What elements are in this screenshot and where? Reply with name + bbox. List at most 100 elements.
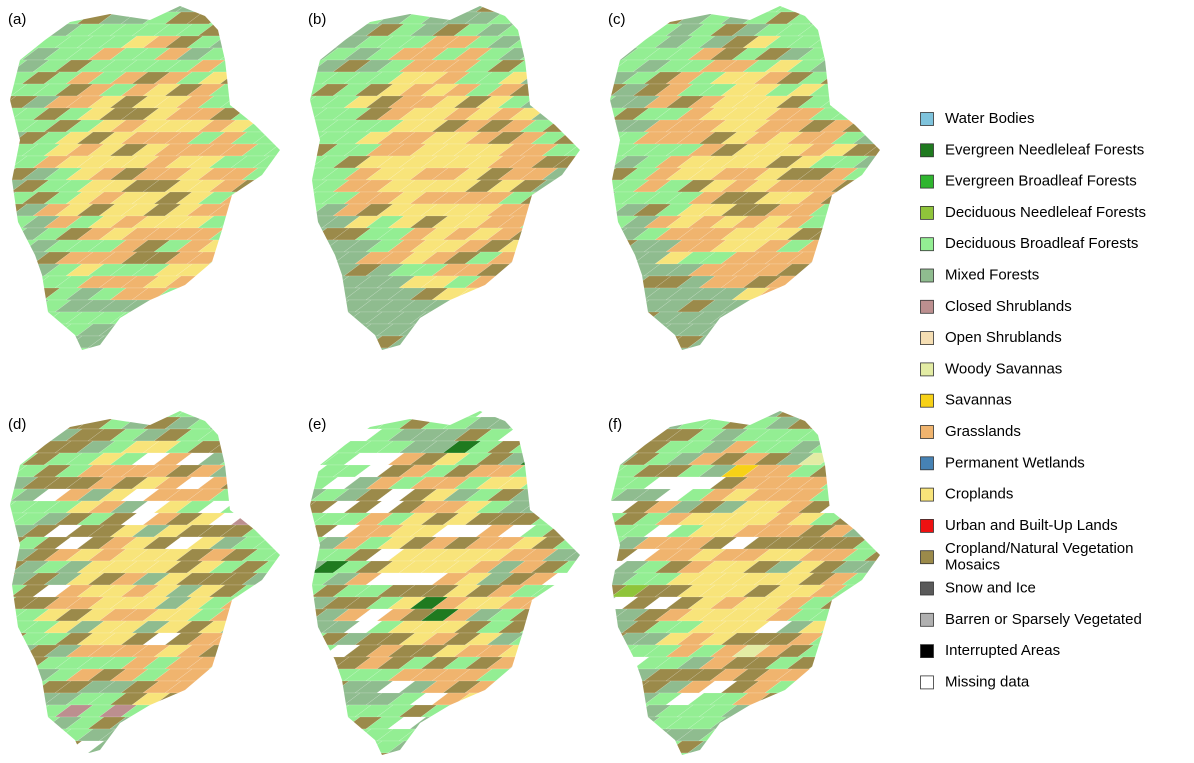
land-cover-tile bbox=[154, 717, 192, 729]
land-cover-tile bbox=[66, 405, 104, 417]
land-cover-tile bbox=[754, 717, 792, 729]
land-cover-tile bbox=[487, 348, 525, 360]
land-cover-tile bbox=[245, 441, 283, 453]
land-cover-map bbox=[534, 405, 957, 758]
land-cover-tile bbox=[264, 120, 302, 132]
land-cover-tile bbox=[564, 573, 602, 585]
land-cover-tile bbox=[864, 429, 902, 441]
land-cover-tile bbox=[286, 693, 324, 705]
land-cover-tile bbox=[0, 585, 5, 597]
land-cover-tile bbox=[875, 585, 913, 597]
land-cover-tile bbox=[253, 36, 291, 48]
land-cover-tile bbox=[688, 0, 726, 12]
land-cover-tile bbox=[476, 312, 514, 324]
land-cover-tile bbox=[44, 405, 82, 417]
land-cover-tile bbox=[853, 348, 891, 360]
land-cover-tile bbox=[399, 348, 437, 360]
land-cover-tile bbox=[0, 645, 16, 657]
land-cover-tile bbox=[198, 336, 236, 348]
land-cover-tile bbox=[421, 753, 459, 758]
land-cover-tile bbox=[611, 729, 649, 741]
legend-swatch bbox=[921, 238, 934, 251]
land-cover-tile bbox=[597, 729, 635, 741]
land-cover-tile bbox=[875, 513, 913, 525]
land-cover-tile bbox=[608, 741, 646, 753]
land-cover-tile bbox=[300, 693, 338, 705]
land-cover-tile bbox=[864, 216, 902, 228]
land-cover-tile bbox=[589, 753, 627, 758]
land-cover-tile bbox=[864, 597, 902, 609]
land-cover-tile bbox=[253, 513, 291, 525]
land-cover-tile bbox=[256, 24, 294, 36]
land-cover-tile bbox=[864, 621, 902, 633]
land-cover-tile bbox=[143, 324, 181, 336]
land-cover-tile bbox=[286, 264, 324, 276]
land-cover-tile bbox=[556, 264, 594, 276]
land-cover-tile bbox=[600, 717, 638, 729]
land-cover-tile bbox=[619, 753, 657, 758]
land-cover-tile bbox=[564, 120, 602, 132]
land-cover-tile bbox=[289, 36, 327, 48]
land-cover-tile bbox=[234, 48, 272, 60]
land-cover-tile bbox=[509, 276, 547, 288]
land-cover-tile bbox=[875, 537, 913, 549]
land-cover-tile bbox=[553, 465, 591, 477]
land-cover-tile bbox=[564, 717, 602, 729]
land-cover-tile bbox=[864, 717, 902, 729]
land-cover-tile bbox=[256, 669, 294, 681]
land-cover-tile bbox=[864, 72, 902, 84]
land-cover-tile bbox=[509, 348, 547, 360]
land-cover-tile bbox=[278, 573, 316, 585]
legend-label: Evergreen Broadleaf Forests bbox=[945, 173, 1137, 190]
land-cover-tile bbox=[275, 252, 313, 264]
land-cover-tile bbox=[245, 729, 283, 741]
land-cover-tile bbox=[886, 597, 924, 609]
land-cover-tile bbox=[520, 741, 558, 753]
land-cover-tile bbox=[556, 96, 594, 108]
legend-label: Grasslands bbox=[945, 423, 1021, 440]
land-cover-tile bbox=[275, 657, 313, 669]
land-cover-tile bbox=[0, 741, 16, 753]
land-cover-tile bbox=[253, 441, 291, 453]
land-cover-tile bbox=[820, 312, 858, 324]
land-cover-tile bbox=[297, 300, 335, 312]
land-cover-tile bbox=[531, 729, 569, 741]
land-cover-tile bbox=[897, 657, 935, 669]
land-cover-tile bbox=[432, 312, 470, 324]
land-cover-tile bbox=[842, 0, 880, 12]
land-cover-tile bbox=[556, 72, 594, 84]
land-cover-tile bbox=[542, 405, 580, 417]
legend-label: Closed Shrublands bbox=[945, 298, 1072, 315]
land-cover-tile bbox=[534, 48, 572, 60]
land-cover-tile bbox=[611, 324, 649, 336]
land-cover-tile bbox=[553, 180, 591, 192]
land-cover-tile bbox=[231, 657, 269, 669]
land-cover-tile bbox=[564, 477, 602, 489]
land-cover-tile bbox=[908, 597, 946, 609]
land-cover-tile bbox=[289, 300, 327, 312]
land-cover-tile bbox=[253, 753, 291, 758]
land-cover-tile bbox=[556, 501, 594, 513]
land-cover-tile bbox=[209, 252, 247, 264]
land-cover-tile bbox=[300, 312, 338, 324]
land-cover-tile bbox=[553, 348, 591, 360]
land-cover-tile bbox=[264, 621, 302, 633]
land-cover-tile bbox=[575, 252, 613, 264]
land-cover-tile bbox=[311, 300, 349, 312]
land-cover-tile bbox=[578, 48, 616, 60]
land-cover-tile bbox=[886, 669, 924, 681]
land-cover-tile bbox=[487, 705, 525, 717]
land-cover-tile bbox=[231, 705, 269, 717]
land-cover-tile bbox=[0, 729, 27, 741]
land-cover-tile bbox=[308, 288, 346, 300]
legend-swatch bbox=[921, 457, 934, 470]
legend-label: Open Shrublands bbox=[945, 329, 1062, 346]
land-cover-tile bbox=[498, 312, 536, 324]
land-cover-tile bbox=[545, 465, 583, 477]
land-cover-tile bbox=[267, 681, 305, 693]
land-cover-tile bbox=[256, 216, 294, 228]
land-cover-tile bbox=[278, 549, 316, 561]
land-cover-tile bbox=[322, 0, 360, 12]
land-cover-tile bbox=[611, 753, 649, 758]
land-cover-tile bbox=[875, 753, 913, 758]
